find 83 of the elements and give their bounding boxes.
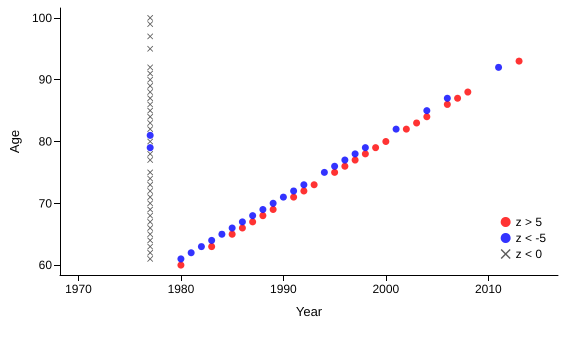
x-tick-label: 1970 — [65, 282, 92, 296]
point — [146, 144, 154, 152]
point — [362, 150, 369, 158]
point — [208, 236, 216, 244]
point — [444, 100, 451, 108]
point — [341, 156, 348, 164]
y-tick-label: 90 — [38, 72, 52, 87]
point — [331, 162, 338, 170]
point — [208, 243, 216, 250]
point — [147, 82, 154, 89]
point — [147, 95, 154, 102]
point — [147, 194, 154, 200]
point — [444, 94, 451, 102]
point — [259, 212, 266, 220]
x-tick-label: 2000 — [372, 282, 400, 296]
point — [290, 194, 298, 201]
point — [249, 212, 256, 220]
point — [147, 182, 154, 188]
point — [495, 64, 502, 71]
point — [423, 113, 430, 120]
point — [218, 230, 226, 238]
legend-label: z < -5 — [516, 231, 546, 245]
point — [198, 243, 205, 250]
point — [362, 144, 369, 152]
x-tick-label: 1990 — [270, 282, 298, 296]
point — [147, 108, 154, 114]
point — [454, 94, 462, 102]
point — [147, 218, 154, 225]
point — [372, 144, 380, 152]
point — [310, 181, 318, 188]
point — [177, 255, 184, 262]
point — [228, 230, 236, 238]
y-tick-label: 70 — [38, 196, 52, 210]
point — [402, 126, 410, 133]
point — [147, 150, 154, 157]
point — [464, 88, 472, 96]
point — [147, 176, 154, 182]
point — [300, 187, 308, 194]
point — [249, 218, 256, 226]
x-tick-label: 2010 — [474, 282, 502, 296]
point — [228, 224, 236, 232]
point — [147, 212, 154, 219]
point — [147, 237, 154, 244]
legend-label: z < 0 — [516, 247, 542, 261]
point — [147, 250, 154, 256]
point — [147, 101, 154, 108]
point — [147, 126, 154, 132]
point — [392, 126, 400, 133]
point — [147, 14, 154, 21]
point — [177, 262, 184, 269]
point — [147, 76, 154, 83]
point — [290, 187, 298, 194]
point — [331, 168, 338, 176]
point — [270, 206, 277, 213]
point — [270, 200, 277, 207]
point — [280, 194, 287, 201]
point — [352, 156, 359, 164]
point — [238, 224, 246, 232]
point — [146, 132, 154, 139]
y-tick-label: 60 — [38, 258, 52, 272]
point — [352, 150, 359, 158]
point — [147, 64, 154, 70]
x-axis-title: Year — [296, 304, 323, 319]
point — [147, 114, 154, 120]
point — [382, 138, 390, 145]
point — [238, 218, 246, 226]
point — [341, 162, 348, 170]
point — [413, 119, 420, 126]
y-axis-title: Age — [7, 130, 22, 154]
point — [188, 249, 195, 256]
y-tick-label: 80 — [38, 134, 52, 148]
point — [300, 181, 308, 188]
point — [147, 200, 154, 206]
point — [516, 58, 523, 65]
y-tick-label: 100 — [32, 10, 52, 25]
point — [259, 206, 266, 213]
point — [147, 46, 154, 52]
point — [423, 107, 430, 114]
x-tick-label: 1980 — [168, 282, 195, 296]
point — [147, 169, 154, 176]
legend-label: z > 5 — [516, 215, 542, 229]
point — [147, 231, 154, 238]
point — [320, 168, 328, 176]
